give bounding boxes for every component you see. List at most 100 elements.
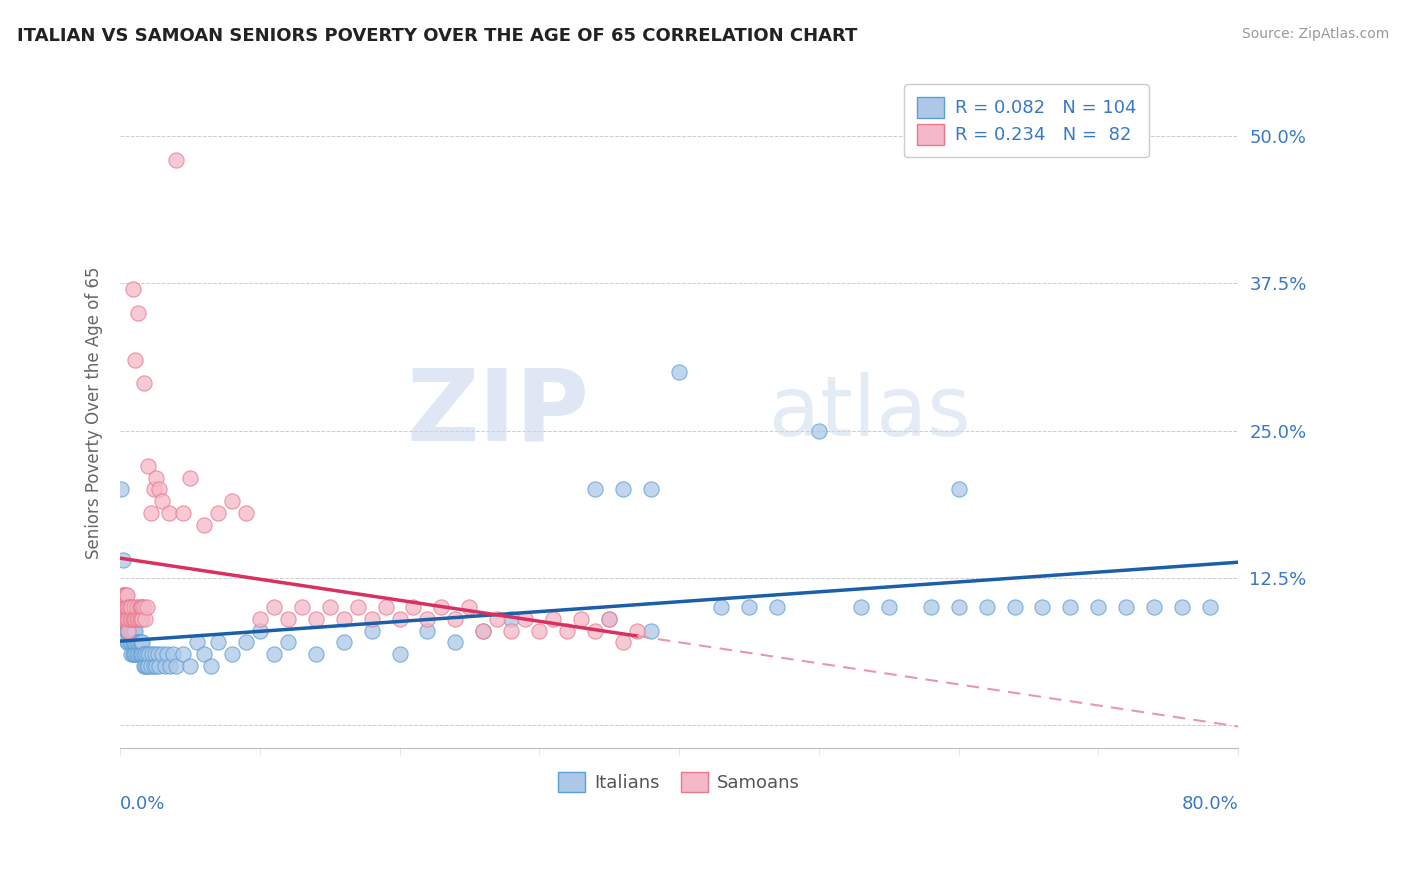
Point xyxy=(193,517,215,532)
Point xyxy=(115,612,138,626)
Point xyxy=(640,624,662,638)
Point xyxy=(738,600,761,615)
Point xyxy=(125,647,148,661)
Point xyxy=(150,647,173,661)
Point xyxy=(129,612,152,626)
Point xyxy=(111,553,134,567)
Point xyxy=(569,612,592,626)
Point xyxy=(117,624,139,638)
Point xyxy=(110,483,132,497)
Point xyxy=(235,506,257,520)
Point xyxy=(1171,600,1194,615)
Point xyxy=(117,635,139,649)
Point xyxy=(131,600,153,615)
Point xyxy=(120,612,142,626)
Point xyxy=(134,612,156,626)
Point xyxy=(153,659,176,673)
Point xyxy=(121,635,143,649)
Point xyxy=(598,612,620,626)
Point xyxy=(416,624,439,638)
Point xyxy=(150,494,173,508)
Point xyxy=(112,600,135,615)
Point xyxy=(291,600,314,615)
Point xyxy=(486,612,509,626)
Point xyxy=(263,647,285,661)
Point xyxy=(172,647,194,661)
Point xyxy=(117,612,139,626)
Point xyxy=(165,659,187,673)
Point xyxy=(118,600,141,615)
Legend: Italians, Samoans: Italians, Samoans xyxy=(551,764,807,800)
Point xyxy=(121,612,143,626)
Point xyxy=(129,600,152,615)
Point xyxy=(117,600,139,615)
Point xyxy=(124,353,146,368)
Point xyxy=(179,470,201,484)
Point xyxy=(112,588,135,602)
Point xyxy=(640,483,662,497)
Text: 0.0%: 0.0% xyxy=(120,796,166,814)
Point xyxy=(118,612,141,626)
Point xyxy=(332,635,354,649)
Point xyxy=(277,635,299,649)
Point xyxy=(134,647,156,661)
Point xyxy=(501,612,523,626)
Point xyxy=(114,588,136,602)
Y-axis label: Seniors Poverty Over the Age of 65: Seniors Poverty Over the Age of 65 xyxy=(86,267,103,559)
Point xyxy=(948,483,970,497)
Point xyxy=(159,659,181,673)
Point xyxy=(458,600,481,615)
Point xyxy=(120,647,142,661)
Point xyxy=(1059,600,1081,615)
Point xyxy=(125,635,148,649)
Point xyxy=(145,470,167,484)
Point xyxy=(132,376,155,391)
Point xyxy=(318,600,340,615)
Point xyxy=(125,612,148,626)
Point xyxy=(115,612,138,626)
Point xyxy=(132,659,155,673)
Point xyxy=(128,612,150,626)
Point xyxy=(118,624,141,638)
Point xyxy=(162,647,184,661)
Point xyxy=(139,506,162,520)
Point xyxy=(129,647,152,661)
Point xyxy=(388,612,411,626)
Point xyxy=(128,647,150,661)
Point xyxy=(172,506,194,520)
Point xyxy=(115,588,138,602)
Point xyxy=(120,624,142,638)
Point xyxy=(146,647,169,661)
Point xyxy=(117,624,139,638)
Point xyxy=(807,424,830,438)
Point xyxy=(849,600,872,615)
Point xyxy=(117,612,139,626)
Point xyxy=(131,647,153,661)
Point xyxy=(135,600,157,615)
Point xyxy=(148,483,170,497)
Point xyxy=(114,600,136,615)
Point xyxy=(136,458,159,473)
Point xyxy=(555,624,578,638)
Point xyxy=(472,624,495,638)
Point xyxy=(529,624,551,638)
Point xyxy=(249,624,271,638)
Point xyxy=(124,624,146,638)
Point xyxy=(186,635,208,649)
Point xyxy=(583,624,606,638)
Point xyxy=(124,647,146,661)
Point xyxy=(124,612,146,626)
Point xyxy=(543,612,565,626)
Point xyxy=(501,624,523,638)
Point xyxy=(127,612,149,626)
Point xyxy=(472,624,495,638)
Text: atlas: atlas xyxy=(769,372,970,453)
Point xyxy=(124,635,146,649)
Point xyxy=(128,635,150,649)
Point xyxy=(346,600,368,615)
Point xyxy=(120,600,142,615)
Point xyxy=(127,306,149,320)
Point xyxy=(156,647,179,661)
Point xyxy=(121,282,143,296)
Point xyxy=(402,600,425,615)
